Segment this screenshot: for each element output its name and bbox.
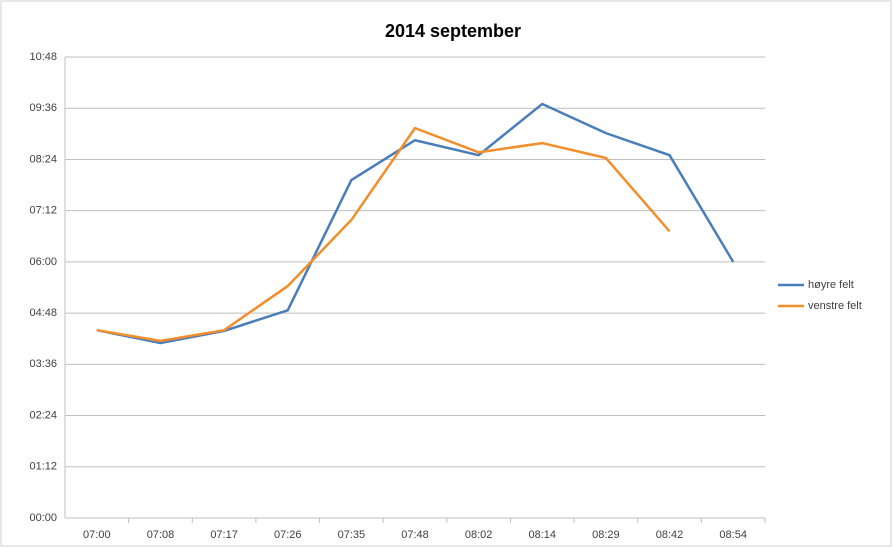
series-line bbox=[96, 126, 671, 343]
x-tick-label: 08:42 bbox=[656, 529, 684, 541]
chart-title: 2014 september bbox=[385, 21, 521, 41]
y-tick-label: 10:48 bbox=[29, 51, 57, 63]
x-tick-label: 07:00 bbox=[83, 529, 111, 541]
y-tick-label: 08:24 bbox=[29, 153, 57, 165]
x-tick-label: 08:54 bbox=[719, 529, 747, 541]
x-tick-label: 07:48 bbox=[401, 529, 429, 541]
x-tick-label: 07:26 bbox=[274, 529, 302, 541]
y-tick-label: 04:48 bbox=[29, 307, 57, 319]
legend-label: venstre felt bbox=[808, 300, 862, 312]
x-tick-label: 07:17 bbox=[210, 529, 238, 541]
y-tick-label: 01:12 bbox=[29, 461, 57, 473]
x-tick-label: 08:29 bbox=[592, 529, 620, 541]
x-tick-label: 08:14 bbox=[529, 529, 557, 541]
y-tick-label: 03:36 bbox=[29, 358, 57, 370]
y-tick-label: 07:12 bbox=[29, 205, 57, 217]
y-tick-label: 02:24 bbox=[29, 409, 57, 421]
x-tick-label: 08:02 bbox=[465, 529, 493, 541]
x-tick-label: 07:35 bbox=[338, 529, 366, 541]
x-tick-label: 07:08 bbox=[147, 529, 175, 541]
legend-label: høyre felt bbox=[808, 279, 854, 291]
y-tick-label: 06:00 bbox=[29, 256, 57, 268]
y-tick-label: 00:00 bbox=[29, 512, 57, 524]
y-tick-label: 09:36 bbox=[29, 102, 57, 114]
